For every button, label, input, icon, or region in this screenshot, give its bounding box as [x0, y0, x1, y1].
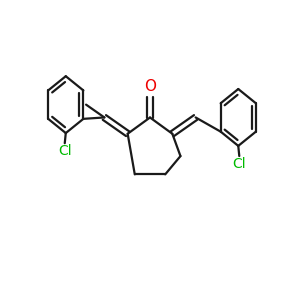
- Text: Cl: Cl: [232, 157, 246, 171]
- Text: Cl: Cl: [58, 144, 72, 158]
- Text: O: O: [144, 79, 156, 94]
